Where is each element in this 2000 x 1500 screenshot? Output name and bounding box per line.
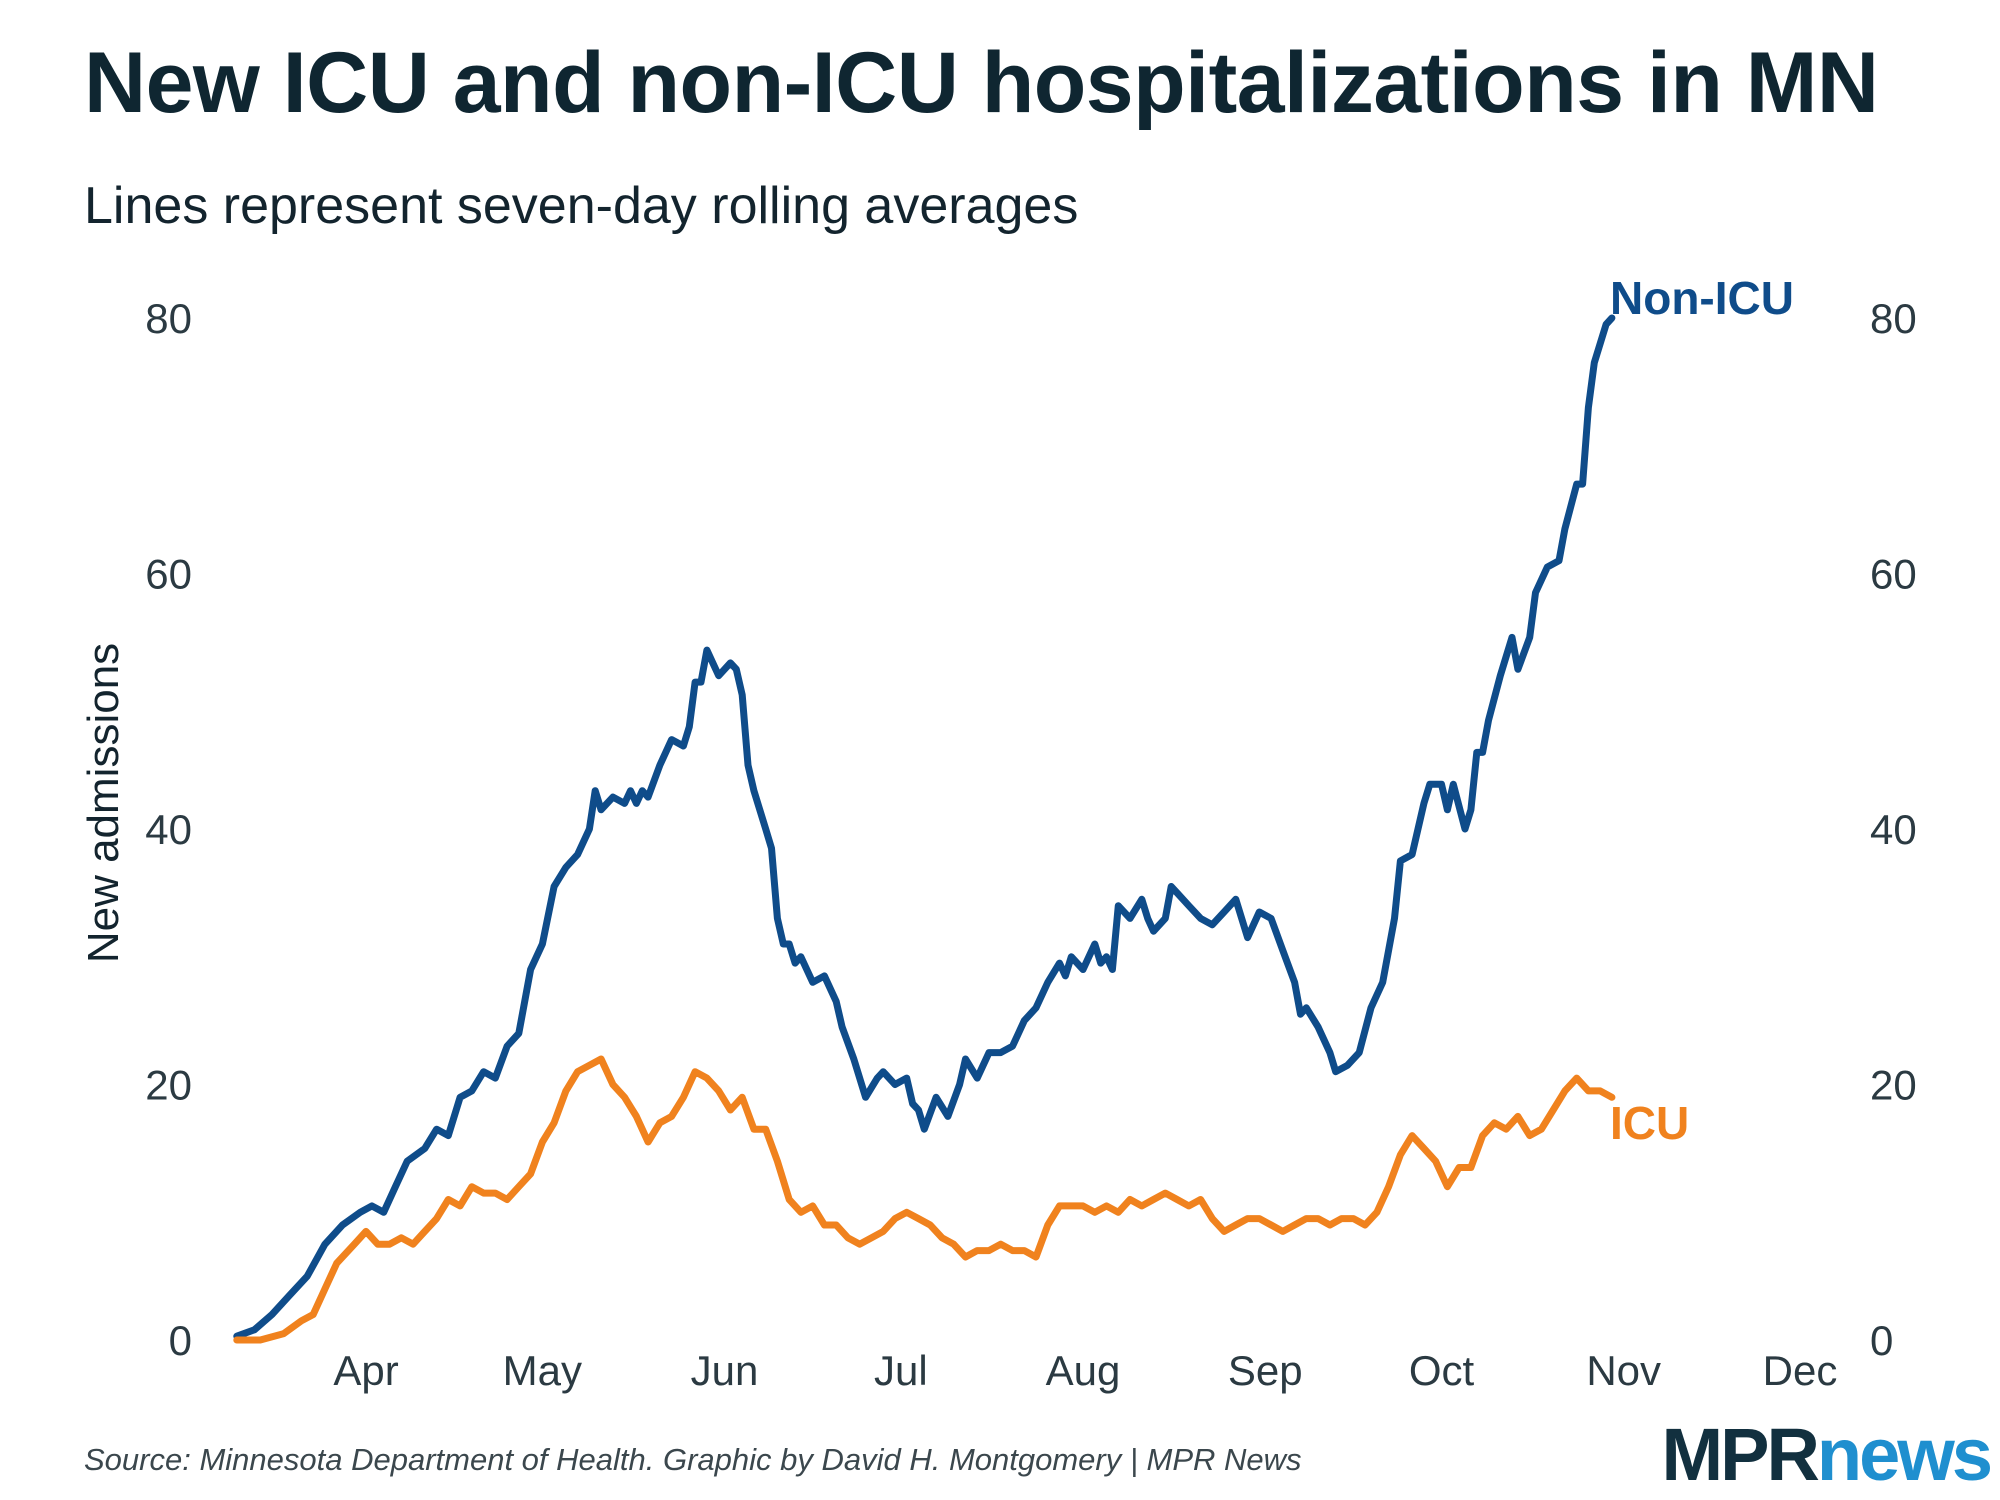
x-tick-nov: Nov (1586, 1347, 1661, 1394)
y-tick-left-80: 80 (145, 295, 192, 342)
chart-title: New ICU and non-ICU hospitalizations in … (84, 35, 1879, 131)
mpr-news-logo: MPRnews (1661, 1418, 1993, 1492)
series-lines (233, 314, 1616, 1344)
chart-subtitle: Lines represent seven-day rolling averag… (84, 177, 1079, 235)
logo-mpr: MPR (1661, 1413, 1819, 1496)
x-tick-may: May (503, 1347, 582, 1394)
x-tick-aug: Aug (1046, 1347, 1121, 1394)
y-axis-right: 0 20 40 60 80 (1870, 295, 1917, 1364)
logo-news: news (1816, 1413, 1993, 1496)
x-tick-dec: Dec (1763, 1347, 1838, 1394)
y-axis-left: 0 20 40 60 80 (145, 295, 192, 1364)
y-tick-right-80: 80 (1870, 295, 1917, 342)
y-axis-label: New admissions (79, 643, 128, 963)
x-axis: Apr May Jun Jul Aug Sep Oct Nov Dec (333, 1347, 1837, 1394)
series-label-non-icu: Non-ICU (1610, 272, 1794, 324)
y-tick-right-0: 0 (1870, 1317, 1893, 1364)
series-line-non-icu (233, 314, 1616, 1340)
series-label-icu: ICU (1610, 1097, 1689, 1149)
y-tick-left-0: 0 (169, 1317, 192, 1364)
y-tick-right-40: 40 (1870, 806, 1917, 853)
y-tick-right-60: 60 (1870, 551, 1917, 598)
y-tick-left-20: 20 (145, 1062, 192, 1109)
x-tick-jun: Jun (691, 1347, 759, 1394)
series-line-icu (233, 1055, 1616, 1344)
source-note: Source: Minnesota Department of Health. … (84, 1442, 1302, 1477)
x-tick-apr: Apr (333, 1347, 398, 1394)
x-tick-sep: Sep (1228, 1347, 1303, 1394)
line-chart: 0 20 40 60 80 0 20 40 60 80 Apr May Jun Jul Aug Sep Oc… (79, 272, 1917, 1394)
y-tick-right-20: 20 (1870, 1062, 1917, 1109)
x-tick-oct: Oct (1409, 1347, 1475, 1394)
x-tick-jul: Jul (874, 1347, 928, 1394)
y-tick-left-40: 40 (145, 806, 192, 853)
y-tick-left-60: 60 (145, 551, 192, 598)
